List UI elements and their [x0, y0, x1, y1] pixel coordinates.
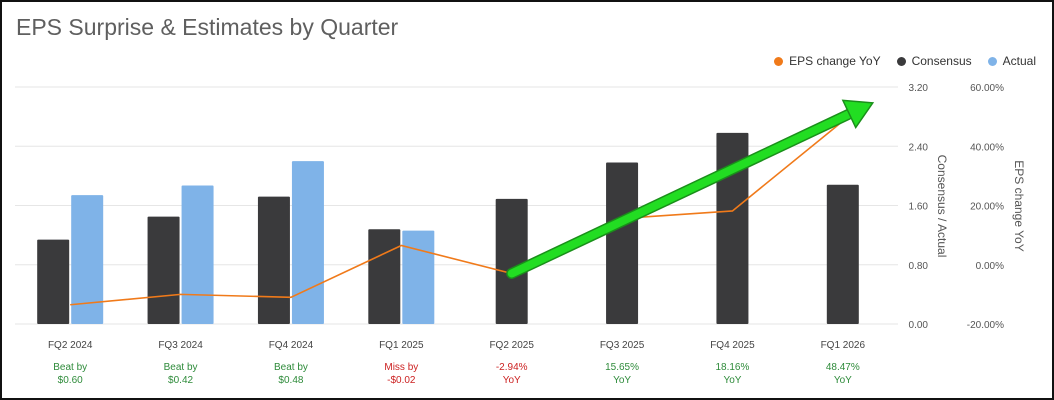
annotation-line1: Beat by [53, 362, 87, 373]
right-axis-tick-label: 40.00% [970, 142, 1004, 153]
bar-consensus [257, 196, 290, 324]
right-axis-tick-label: 60.00% [970, 83, 1004, 94]
annotation-line2: $0.60 [58, 375, 83, 386]
annotation-line2: YoY [503, 375, 521, 386]
x-tick-label: FQ2 2025 [489, 340, 534, 351]
legend-dot-yoy [774, 56, 784, 66]
annotation-line2: $0.48 [278, 375, 303, 386]
left-axis-tick-label: 1.60 [909, 202, 929, 213]
line-eps-change-yoy [70, 120, 844, 306]
annotation-line1: 18.16% [715, 362, 749, 373]
legend-label-consensus: Consensus [911, 54, 972, 68]
x-tick-label: FQ1 2025 [379, 340, 424, 351]
bar-consensus [495, 198, 528, 324]
left-axis-title: Consensus / Actual [935, 155, 949, 258]
x-tick-label: FQ4 2025 [710, 340, 755, 351]
annotation-line2: -$0.02 [387, 375, 416, 386]
chart-title: EPS Surprise & Estimates by Quarter [16, 14, 399, 40]
x-tick-label: FQ4 2024 [269, 340, 314, 351]
right-axis-title: EPS change YoY [1012, 160, 1026, 251]
right-axis-tick-label: -20.00% [967, 320, 1004, 331]
annotation-line1: Beat by [164, 362, 198, 373]
bar-consensus [368, 229, 401, 324]
bar-consensus [716, 132, 749, 324]
legend-label-yoy: EPS change YoY [789, 54, 881, 68]
annotation-line2: YoY [613, 375, 631, 386]
bar-consensus [606, 162, 639, 324]
annotation-line2: $0.42 [168, 375, 193, 386]
bar-consensus [147, 216, 180, 324]
bar-consensus [37, 239, 70, 324]
x-tick-label: FQ3 2025 [600, 340, 645, 351]
bar-actual [291, 161, 324, 324]
annotation-line1: -2.94% [496, 362, 528, 373]
legend-dot-actual [987, 56, 997, 66]
x-tick-label: FQ3 2024 [158, 340, 203, 351]
bar-consensus [826, 184, 859, 324]
annotation-line1: Miss by [384, 362, 418, 373]
arrow-shaft [507, 109, 854, 278]
annotation-line2: YoY [723, 375, 741, 386]
legend-item-yoy[interactable]: EPS change YoY [774, 54, 881, 68]
left-axis-tick-label: 3.20 [909, 83, 929, 94]
bar-actual [402, 230, 435, 324]
right-axis-tick-label: 20.00% [970, 202, 1004, 213]
bar-actual [71, 195, 104, 324]
annotation-line1: 48.47% [826, 362, 860, 373]
x-tick-label: FQ2 2024 [48, 340, 93, 351]
legend-item-actual[interactable]: Actual [987, 54, 1036, 68]
arrow-head [841, 99, 875, 130]
legend-label-actual: Actual [1002, 54, 1036, 68]
legend-item-consensus[interactable]: Consensus [896, 54, 972, 68]
annotation-line1: Beat by [274, 362, 308, 373]
right-axis-tick-label: 0.00% [976, 261, 1004, 272]
annotation-line2: YoY [834, 375, 852, 386]
legend-dot-consensus [896, 56, 906, 66]
left-axis-tick-label: 2.40 [909, 142, 929, 153]
left-axis-tick-label: 0.00 [909, 320, 929, 331]
chart-legend: EPS change YoY Consensus Actual [774, 54, 1036, 68]
left-axis-tick-label: 0.80 [909, 261, 929, 272]
annotation-line1: 15.65% [605, 362, 639, 373]
bar-actual [181, 185, 214, 324]
x-tick-label: FQ1 2026 [821, 340, 866, 351]
